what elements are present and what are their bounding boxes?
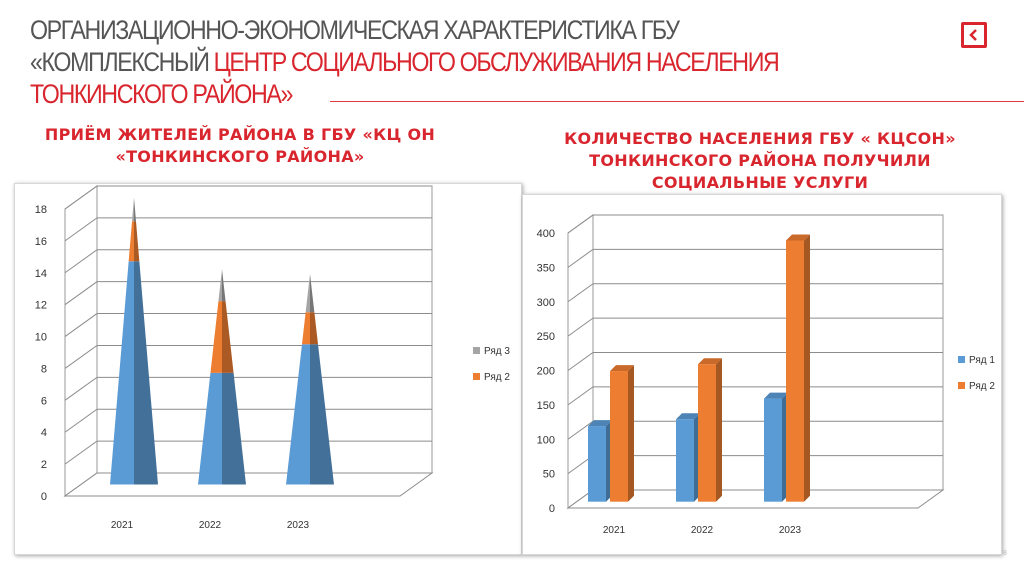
- column-top: [764, 392, 788, 399]
- cone-chart-panel: 0 2 4 6 8 10 12 14 16 18 2021 2022 2023 Ряд 3 Ряд 2: [14, 183, 522, 555]
- grid-line: [64, 344, 432, 369]
- y-tick-label: 4: [41, 427, 47, 439]
- left-chart-subtitle: ПРИЁМ ЖИТЕЛЕЙ РАЙОНА В ГБУ «КЦ ОН «ТОНКИ…: [44, 125, 436, 166]
- y-tick-label: 2: [41, 459, 47, 471]
- legend-label: Ряд 2: [969, 381, 995, 392]
- title-line-1: ОРГАНИЗАЦИОННО-ЭКОНОМИЧЕСКАЯ ХАРАКТЕРИСТ…: [30, 15, 680, 45]
- cone-segment-dark: [222, 372, 246, 485]
- y-tick-label: 50: [543, 469, 555, 481]
- cone-segment-dark: [310, 344, 334, 485]
- grid-line: [567, 386, 943, 406]
- column-bar: [764, 398, 782, 502]
- legend-swatch: [473, 347, 480, 354]
- column-bar: [786, 240, 804, 502]
- x-tick-label: 2022: [199, 520, 222, 531]
- cone-segment-light: [302, 312, 310, 345]
- legend-label: Ряд 3: [484, 346, 510, 357]
- y-tick-label: 100: [537, 434, 555, 446]
- grid-line: [64, 185, 432, 210]
- cone-segment-dark: [134, 261, 158, 485]
- floor: [566, 489, 945, 509]
- y-tick-label: 6: [41, 395, 47, 407]
- title-line-3: ТОНКИНСКОГО РАЙОНА»: [30, 79, 293, 109]
- y-tick-label: 250: [537, 331, 555, 343]
- grid-line: [567, 248, 943, 268]
- side-wall: [64, 185, 98, 497]
- title-divider: [330, 101, 1024, 102]
- column-bar: [676, 419, 694, 502]
- cone-segment-light: [218, 269, 222, 302]
- y-tick-label: 14: [35, 268, 47, 280]
- y-tick-label: 150: [537, 400, 555, 412]
- cone-segment-light: [110, 261, 134, 485]
- column-top: [786, 234, 810, 241]
- y-tick-label: 350: [537, 262, 555, 274]
- column-side: [804, 234, 810, 502]
- column-bar: [698, 364, 716, 502]
- page-number: 8: [1003, 550, 1007, 557]
- column-chart: 0 50 100 150 200 250 300 350 400 2021 2022 2023 Ряд …: [537, 214, 995, 536]
- grid-line: [567, 317, 943, 337]
- y-tick-label: 12: [35, 300, 47, 312]
- grid-line: [64, 249, 432, 274]
- column-side: [628, 365, 634, 502]
- cone-segment-light: [286, 344, 310, 485]
- y-tick-label: 18: [35, 204, 47, 216]
- column-top: [588, 420, 612, 427]
- column-top: [610, 365, 634, 372]
- grid-line: [64, 313, 432, 337]
- legend-label: Ряд 2: [484, 372, 510, 383]
- y-tick-label: 200: [537, 366, 555, 378]
- right-chart-subtitle: КОЛИЧЕСТВО НАСЕЛЕНИЯ ГБУ « КЦСОН» ТОНКИН…: [564, 129, 956, 192]
- cone-segment-dark: [222, 269, 226, 302]
- cone-segment-light: [128, 221, 134, 262]
- cone-segment-light: [210, 301, 222, 373]
- legend-label: Ряд 1: [969, 355, 995, 366]
- x-tick-label: 2022: [691, 525, 714, 536]
- page-title: ОРГАНИЗАЦИОННО-ЭКОНОМИЧЕСКАЯ ХАРАКТЕРИСТ…: [30, 14, 804, 110]
- cone-segment-light: [198, 372, 222, 485]
- x-tick-label: 2023: [779, 525, 802, 536]
- y-tick-label: 16: [35, 236, 47, 248]
- cone-segment-dark: [134, 197, 136, 222]
- x-tick-label: 2023: [287, 520, 310, 531]
- cone-chart: 0 2 4 6 8 10 12 14 16 18 2021 2022 2023 Ряд 3 Ряд 2: [35, 185, 510, 531]
- column-top: [698, 358, 722, 365]
- grid-line: [567, 352, 943, 371]
- column-chart-panel: 0 50 100 150 200 250 300 350 400 2021 2022 2023 Ряд …: [522, 194, 1002, 555]
- cone-segment-dark: [134, 221, 140, 262]
- cone-segment-dark: [222, 301, 234, 373]
- grid-line: [567, 283, 943, 303]
- y-tick-label: 0: [549, 503, 555, 515]
- cone-segment-dark: [310, 274, 315, 313]
- back-arrow-icon[interactable]: [961, 22, 987, 48]
- cone-segment-dark: [310, 312, 318, 345]
- y-tick-label: 300: [537, 297, 555, 309]
- cone-segment-light: [305, 274, 310, 313]
- column-bar: [610, 371, 628, 502]
- title-line-2-part-2: ЦЕНТР СОЦИАЛЬНОГО ОБСЛУЖИВАНИЯ НАСЕЛЕНИЯ: [213, 47, 780, 77]
- x-tick-label: 2021: [603, 525, 626, 536]
- grid-line: [64, 217, 432, 242]
- legend-swatch: [958, 356, 965, 363]
- x-tick-label: 2021: [111, 520, 134, 531]
- y-tick-label: 8: [41, 363, 47, 375]
- column-side: [716, 358, 722, 502]
- grid-line: [567, 214, 943, 234]
- grid-line: [64, 281, 432, 306]
- y-tick-label: 0: [41, 491, 47, 503]
- y-tick-label: 400: [537, 228, 555, 240]
- column-bar: [588, 426, 606, 502]
- column-top: [676, 413, 700, 420]
- legend-swatch: [473, 373, 480, 380]
- title-line-2-part-1: «КОМПЛЕКСНЫЙ: [30, 47, 210, 77]
- legend-swatch: [958, 382, 965, 389]
- y-tick-label: 10: [35, 332, 47, 344]
